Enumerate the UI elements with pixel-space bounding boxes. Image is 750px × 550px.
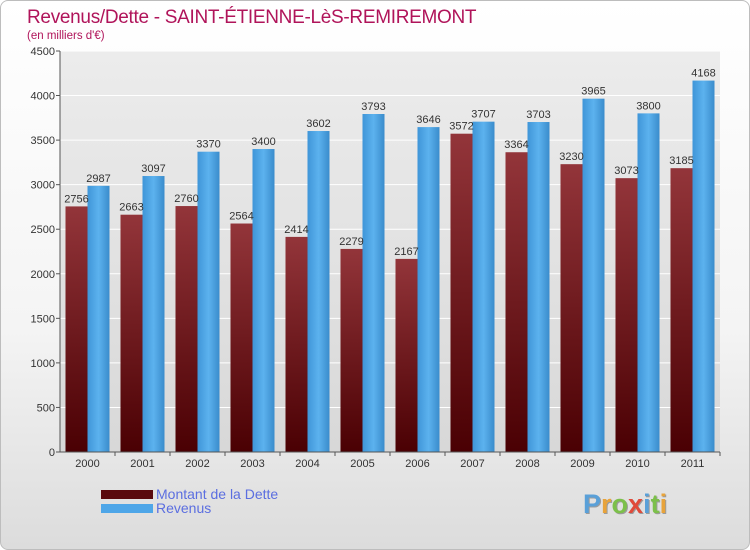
proxiti-logo: Proxiti (583, 489, 667, 520)
y-tick-label: 1500 (31, 313, 55, 325)
y-axis: 0 500 1000 1500 2000 2500 3000 3500 4000 4500 (31, 46, 61, 459)
x-tick-label: 2009 (570, 458, 594, 470)
bar-revenue (637, 113, 660, 452)
y-tick-label: 3500 (31, 135, 55, 147)
data-label-debt: 2756 (64, 193, 88, 205)
data-label-revenue: 3370 (196, 139, 220, 151)
bar-debt (230, 223, 253, 452)
data-label-revenue: 3707 (471, 109, 495, 121)
data-label-debt: 3230 (559, 151, 583, 163)
bar-revenue (692, 80, 715, 452)
logo-letter: i (659, 489, 668, 519)
data-label-debt: 2167 (394, 246, 418, 258)
grid-lines (60, 50, 720, 408)
bar-revenue (87, 185, 110, 452)
data-label-debt: 3364 (504, 139, 528, 151)
bar-revenue (362, 114, 385, 452)
data-label-debt: 2663 (119, 202, 143, 214)
bar-revenue (527, 122, 550, 453)
plot-area (60, 51, 720, 452)
x-tick-label: 2005 (350, 458, 374, 470)
bar-revenue (472, 121, 495, 453)
bar-debt (505, 152, 528, 452)
data-label-revenue: 3400 (251, 136, 275, 148)
data-label-debt: 3572 (449, 121, 473, 133)
x-tick-label: 2004 (295, 458, 319, 470)
bar-debt (615, 178, 638, 452)
logo-letter: r (601, 489, 612, 519)
x-tick-label: 2000 (75, 458, 99, 470)
x-axis: 2000 2001 2002 2003 2004 2005 2006 2007 2008 2009… (60, 451, 721, 470)
y-tick-label: 3000 (31, 180, 55, 192)
bar-revenue (142, 176, 165, 452)
y-tick-label: 2000 (31, 269, 55, 281)
data-label-debt: 2564 (229, 211, 253, 223)
legend-swatch-debt (101, 490, 153, 499)
y-tick-label: 1000 (31, 358, 55, 370)
y-tick-label: 0 (49, 447, 55, 459)
data-label-debt: 3073 (614, 165, 638, 177)
chart-subtitle: (en milliers d'€) (27, 30, 105, 42)
x-tick-label: 2010 (625, 458, 649, 470)
chart-title: Revenus/Dette - SAINT-ÉTIENNE-LèS-REMIRE… (27, 7, 477, 28)
bar-revenue (307, 131, 330, 452)
data-label-revenue: 3965 (581, 86, 605, 98)
bar-debt (450, 133, 473, 452)
legend-swatch-revenue (101, 504, 153, 513)
legend-label-revenue: Revenus (156, 500, 212, 516)
data-label-revenue: 3793 (361, 101, 385, 113)
legend-item-revenue: Revenus (101, 500, 361, 517)
bar-debt (175, 206, 198, 452)
x-tick-label: 2001 (130, 458, 154, 470)
data-label-debt: 3185 (669, 155, 693, 167)
data-label-revenue: 3602 (306, 118, 330, 130)
y-tick-label: 4000 (31, 91, 55, 103)
bar-revenue (417, 127, 440, 452)
bar-debt (120, 214, 143, 452)
x-tick-label: 2002 (185, 458, 209, 470)
data-label-revenue: 3646 (416, 114, 440, 126)
data-labels: 2756 2987 2663 3097 2760 3370 2564 3400 2414 3602… (64, 68, 715, 258)
data-label-debt: 2760 (174, 193, 198, 205)
bar-debt (395, 258, 418, 452)
legend-label-debt: Montant de la Dette (156, 486, 279, 502)
y-tick-label: 500 (37, 402, 55, 414)
data-label-revenue: 3703 (526, 109, 550, 121)
logo-letter: x (628, 489, 644, 519)
logo-letter: o (611, 489, 629, 519)
x-tick-label: 2007 (460, 458, 484, 470)
bar-debt (670, 168, 693, 453)
y-tick-label: 2500 (31, 224, 55, 236)
bar-revenue (582, 98, 605, 453)
data-label-debt: 2414 (284, 224, 308, 236)
x-tick-label: 2006 (405, 458, 429, 470)
bar-revenue (252, 149, 275, 452)
logo-letter: i (643, 489, 651, 519)
legend-item-debt: Montant de la Dette (101, 486, 361, 503)
x-tick-label: 2008 (515, 458, 539, 470)
bar-revenue (197, 151, 220, 452)
bars (65, 80, 715, 453)
bar-debt (560, 164, 583, 452)
bar-debt (285, 236, 308, 452)
logo-letter: t (650, 489, 660, 519)
x-tick-label: 2011 (681, 458, 705, 470)
data-label-revenue: 4168 (691, 68, 715, 80)
data-label-debt: 2279 (339, 236, 363, 248)
x-tick-label: 2003 (240, 458, 264, 470)
bar-debt (65, 206, 88, 452)
bar-debt (340, 248, 363, 452)
data-label-revenue: 3097 (141, 163, 165, 175)
logo-letter: P (583, 489, 602, 519)
data-label-revenue: 3800 (636, 100, 660, 112)
y-tick-label: 4500 (31, 46, 55, 58)
data-label-revenue: 2987 (86, 173, 110, 185)
